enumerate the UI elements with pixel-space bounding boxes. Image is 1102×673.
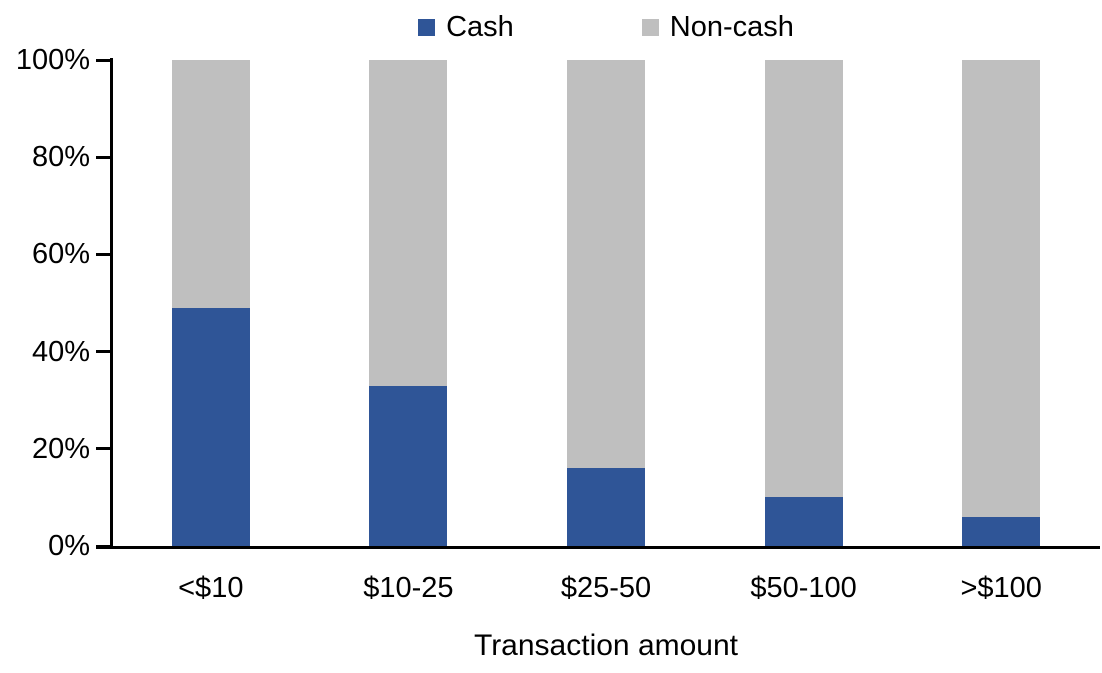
x-category-label: $50-100 — [750, 572, 857, 604]
x-axis-line — [96, 546, 1100, 549]
legend-label-non-cash: Non-cash — [669, 11, 794, 43]
legend-item-cash: Cash — [418, 10, 514, 44]
bar-10 — [171, 60, 250, 546]
y-tick — [96, 544, 113, 548]
bar-100 — [962, 60, 1041, 546]
bar-segment-cash — [567, 468, 645, 546]
bar-segment-non-cash — [171, 60, 250, 308]
x-category-label: >$100 — [960, 572, 1042, 604]
y-tick-label: 80% — [31, 141, 90, 174]
y-tick-label: 60% — [31, 238, 90, 271]
y-tick-label: 40% — [31, 335, 90, 368]
cash-swatch-icon — [418, 18, 436, 36]
non-cash-swatch-icon — [641, 18, 659, 36]
y-tick — [96, 252, 113, 256]
bar-segment-cash — [962, 516, 1041, 546]
legend: Cash Non-cash — [112, 10, 1100, 44]
bar-50100 — [764, 60, 843, 546]
y-tick — [96, 350, 113, 354]
bar-segment-non-cash — [369, 60, 448, 386]
bar-2550 — [567, 60, 645, 546]
y-tick — [96, 447, 113, 451]
plot-area — [112, 60, 1100, 546]
y-tick-label: 20% — [31, 432, 90, 465]
bar-segment-non-cash — [567, 60, 645, 469]
y-tick — [96, 155, 113, 159]
bar-segment-non-cash — [764, 60, 843, 498]
y-tick — [96, 58, 113, 62]
bar-segment-cash — [764, 497, 843, 546]
legend-label-cash: Cash — [446, 11, 514, 43]
y-tick-label: 0% — [48, 530, 90, 562]
x-category-label: $25-50 — [560, 572, 652, 604]
bar-segment-non-cash — [962, 60, 1041, 517]
bar-segment-cash — [171, 307, 250, 546]
legend-item-non-cash: Non-cash — [641, 10, 794, 44]
bar-segment-cash — [369, 385, 448, 546]
x-category-label: <$10 — [178, 572, 244, 604]
y-axis-line — [110, 58, 113, 549]
bar-1025 — [369, 60, 448, 546]
y-tick-label: 100% — [15, 44, 90, 76]
x-category-label: $10-25 — [363, 572, 454, 604]
x-axis-title: Transaction amount — [473, 629, 739, 662]
